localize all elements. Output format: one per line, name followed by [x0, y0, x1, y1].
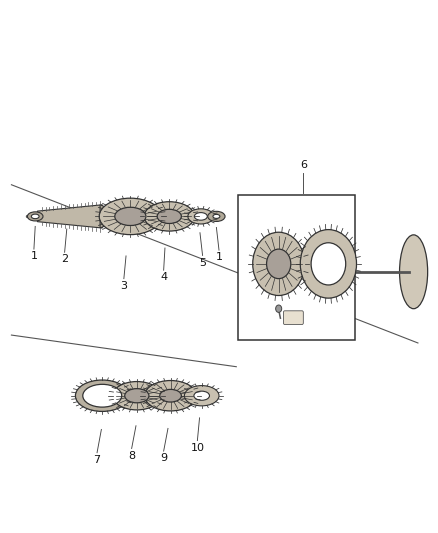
- Ellipse shape: [32, 214, 39, 219]
- Ellipse shape: [83, 384, 122, 407]
- Ellipse shape: [28, 212, 43, 221]
- Bar: [238, 195, 355, 341]
- Ellipse shape: [160, 390, 181, 402]
- Ellipse shape: [99, 198, 162, 235]
- Polygon shape: [100, 205, 115, 228]
- Text: 1: 1: [30, 251, 37, 261]
- Text: 10: 10: [191, 443, 205, 453]
- Ellipse shape: [311, 243, 346, 285]
- Ellipse shape: [75, 380, 129, 411]
- Ellipse shape: [208, 211, 225, 221]
- Ellipse shape: [157, 209, 181, 223]
- Text: 3: 3: [120, 281, 127, 290]
- Text: 9: 9: [160, 453, 167, 463]
- Polygon shape: [37, 205, 102, 228]
- Ellipse shape: [267, 249, 291, 279]
- Ellipse shape: [194, 391, 209, 400]
- Text: 2: 2: [61, 254, 68, 264]
- Ellipse shape: [145, 381, 197, 411]
- Text: 8: 8: [128, 450, 135, 461]
- Ellipse shape: [253, 232, 304, 295]
- Ellipse shape: [184, 385, 219, 406]
- Ellipse shape: [399, 235, 427, 309]
- Circle shape: [276, 305, 282, 312]
- Text: 4: 4: [160, 272, 167, 282]
- Ellipse shape: [115, 207, 146, 225]
- Text: 1: 1: [215, 252, 223, 262]
- Ellipse shape: [188, 209, 214, 224]
- Ellipse shape: [113, 382, 161, 410]
- Text: 6: 6: [300, 160, 307, 170]
- Text: 5: 5: [199, 257, 206, 268]
- Ellipse shape: [194, 213, 207, 220]
- Ellipse shape: [300, 230, 357, 298]
- Ellipse shape: [144, 201, 194, 231]
- Ellipse shape: [125, 389, 149, 403]
- Ellipse shape: [213, 214, 220, 219]
- Text: 7: 7: [93, 455, 101, 465]
- FancyBboxPatch shape: [283, 311, 304, 325]
